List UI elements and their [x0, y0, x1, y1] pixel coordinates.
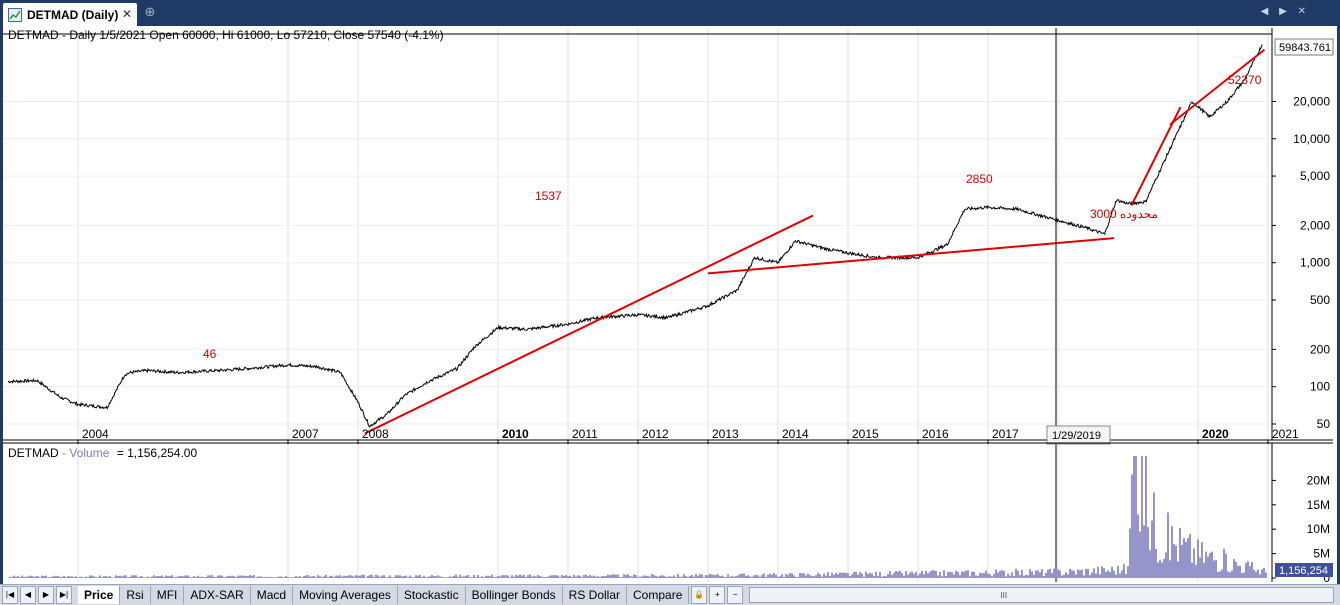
sheet-tab-mfi[interactable]: MFI	[151, 586, 185, 604]
x-tick-label: 2010	[502, 427, 529, 441]
sheet-tab-rs-dollar[interactable]: RS Dollar	[563, 586, 628, 604]
last-value-box	[1274, 38, 1334, 56]
trendline[interactable]	[707, 237, 1115, 275]
chart-document-tab[interactable]: DETMAD (Daily) ✕	[3, 3, 137, 26]
sheet-tab-bar: |◀ ◀ ▶ ▶| Price Rsi MFI ADX-SAR Macd Moving A…	[0, 584, 1340, 605]
volume-symbol: DETMAD	[8, 446, 59, 460]
volume-indicator-label: Volume	[69, 446, 109, 460]
sheet-tab-rsi[interactable]: Rsi	[120, 586, 151, 604]
sheet-tabs: Price Rsi MFI ADX-SAR Macd Moving Averages Sto…	[78, 586, 690, 604]
price-line	[7, 44, 1263, 428]
trendline[interactable]	[364, 214, 814, 435]
x-tick-label: 2007	[292, 427, 319, 441]
volume-last-box	[1275, 563, 1333, 577]
x-tick-label: 2014	[782, 427, 809, 441]
x-tick-label: 2008	[362, 427, 389, 441]
x-tick-label: 2012	[642, 427, 669, 441]
lock-icon[interactable]: 🔒	[691, 586, 708, 604]
volume-title: DETMAD - Volume = 1,156,254.00	[8, 446, 197, 460]
chart-canvas[interactable]: DETMAD - Daily 1/5/2021 Open 60000, Hi 6…	[0, 26, 1340, 584]
price-y-ticks: 20,000 10,000 5,000 2,000 1,000 500 200 100 50	[1272, 94, 1330, 431]
sheet-tab-moving-averages[interactable]: Moving Averages	[293, 586, 398, 604]
annotation-label: 46	[203, 347, 217, 361]
volume-tick-label: 20M	[1307, 473, 1330, 487]
first-sheet-button[interactable]: |◀	[2, 586, 18, 604]
y-tick-label: 20,000	[1293, 94, 1330, 108]
y-tick-label: 100	[1310, 380, 1330, 394]
close-tab-icon[interactable]: ✕	[121, 7, 132, 21]
last-value-label: 59843.761	[1279, 42, 1331, 54]
document-tab-bar: DETMAD (Daily) ✕ ⊕ ◀ ▶ ✕	[0, 0, 1340, 26]
volume-bars	[9, 456, 1267, 578]
remove-sheet-icon[interactable]: −	[727, 586, 744, 604]
y-tick-label: 10,000	[1293, 132, 1330, 146]
scroll-thumb[interactable]: III	[1000, 591, 1008, 600]
chart-icon	[8, 7, 22, 22]
x-tick-label: 2020	[1202, 427, 1229, 441]
tab-title: DETMAD (Daily)	[27, 7, 119, 22]
y-tick-label: 1,000	[1300, 256, 1330, 270]
volume-y-ticks: 20M 15M 10M 5M 0	[1272, 473, 1330, 584]
annotations: 46 1537 2850 3000 محدوده 52370	[203, 73, 1262, 361]
x-tick-label: 2011	[572, 427, 598, 441]
cursor-date-box	[1046, 425, 1111, 445]
sheet-tab-compare[interactable]: Compare	[627, 586, 690, 604]
trendline[interactable]	[1169, 48, 1266, 126]
volume-value: = 1,156,254.00	[117, 446, 198, 460]
sheet-tab-stockastic[interactable]: Stockastic	[398, 586, 466, 604]
price-header: DETMAD - Daily 1/5/2021 Open 60000, Hi 6…	[8, 28, 444, 42]
y-tick-label: 2,000	[1300, 218, 1330, 232]
sheet-tab-macd[interactable]: Macd	[251, 586, 294, 604]
x-tick-label: 2004	[82, 427, 109, 441]
last-sheet-button[interactable]: ▶|	[56, 586, 72, 604]
cursor-date: 1/29/2019	[1052, 430, 1101, 442]
prev-sheet-button[interactable]: ◀	[20, 586, 36, 604]
volume-last-label: 1,156,254	[1279, 565, 1328, 577]
annotation-label: 52370	[1228, 73, 1262, 87]
volume-tick-label: 10M	[1307, 522, 1330, 536]
y-tick-label: 5,000	[1300, 169, 1330, 183]
new-tab-icon[interactable]: ⊕	[144, 4, 156, 19]
sheet-tab-bollinger-bonds[interactable]: Bollinger Bonds	[466, 586, 563, 604]
y-tick-label: 50	[1317, 417, 1331, 431]
volume-tick-label: 0	[1323, 571, 1330, 584]
sheet-tab-adx-sar[interactable]: ADX-SAR	[184, 586, 251, 604]
sheet-tab-price[interactable]: Price	[78, 586, 121, 604]
trendlines	[364, 48, 1266, 435]
y-tick-label: 500	[1310, 293, 1330, 307]
annotation-label: 3000 محدوده	[1090, 207, 1158, 221]
volume-indicator-name: -	[62, 446, 69, 460]
x-tick-label: 2017	[992, 427, 1019, 441]
annotation-label: 1537	[535, 189, 562, 203]
y-tick-label: 200	[1310, 342, 1330, 356]
x-tick-label: 2016	[922, 427, 949, 441]
next-sheet-button[interactable]: ▶	[38, 586, 54, 604]
volume-tick-label: 5M	[1313, 547, 1330, 561]
price-series	[7, 44, 1263, 428]
x-tick-label: 2021	[1272, 427, 1299, 441]
x-tick-label: 2015	[852, 427, 879, 441]
annotation-label: 2850	[966, 172, 993, 186]
add-sheet-icon[interactable]: +	[709, 586, 726, 604]
tab-scroll-arrows[interactable]: ◀ ▶ ✕	[1260, 6, 1310, 17]
horizontal-scrollbar[interactable]: III	[749, 587, 1334, 603]
x-tick-label: 2013	[712, 427, 739, 441]
volume-tick-label: 15M	[1307, 498, 1330, 512]
price-pane	[3, 28, 1333, 440]
